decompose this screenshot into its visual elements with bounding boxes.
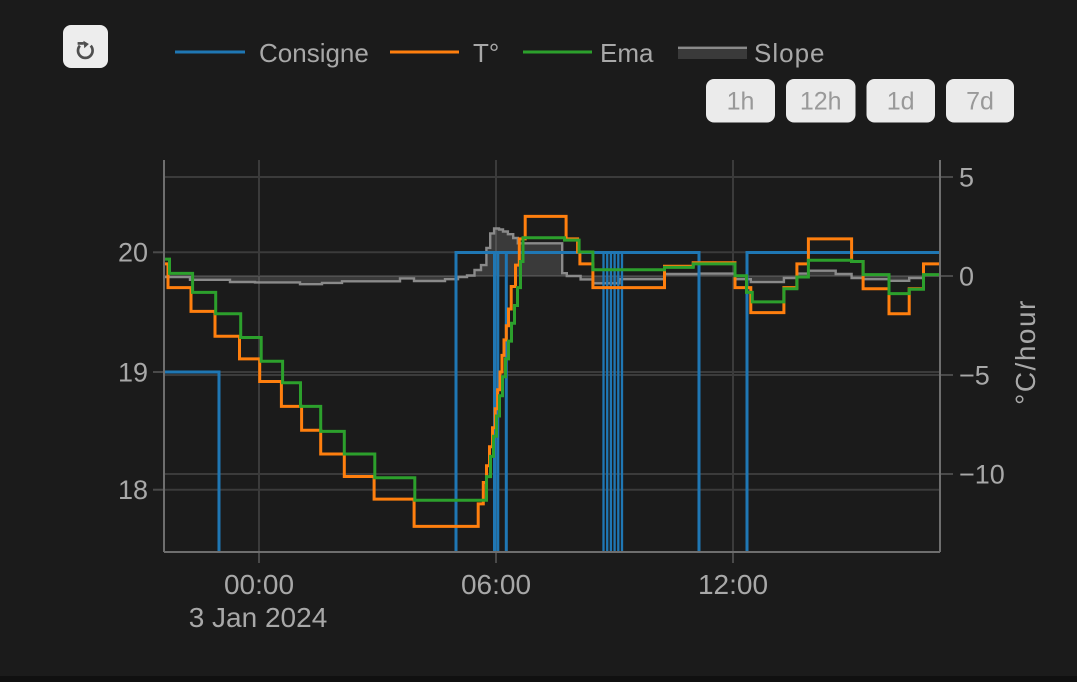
- svg-text:5: 5: [959, 162, 974, 192]
- svg-text:7d: 7d: [966, 88, 994, 116]
- svg-text:°C/hour: °C/hour: [1010, 299, 1041, 405]
- svg-text:18: 18: [118, 475, 148, 505]
- svg-text:0: 0: [959, 261, 974, 291]
- svg-text:T°: T°: [473, 38, 499, 68]
- svg-text:−10: −10: [959, 459, 1005, 489]
- svg-text:−5: −5: [959, 360, 990, 390]
- svg-text:Ema: Ema: [600, 38, 654, 68]
- svg-text:12:00: 12:00: [698, 569, 768, 600]
- svg-text:3 Jan 2024: 3 Jan 2024: [189, 602, 328, 633]
- svg-text:1d: 1d: [887, 88, 915, 116]
- svg-text:20: 20: [118, 238, 148, 268]
- svg-text:19: 19: [118, 357, 148, 387]
- svg-text:06:00: 06:00: [461, 569, 531, 600]
- svg-text:Consigne: Consigne: [259, 38, 369, 68]
- svg-text:Slope: Slope: [754, 38, 826, 68]
- svg-text:1h: 1h: [727, 88, 755, 116]
- svg-text:12h: 12h: [800, 88, 842, 116]
- svg-text:00:00: 00:00: [224, 569, 294, 600]
